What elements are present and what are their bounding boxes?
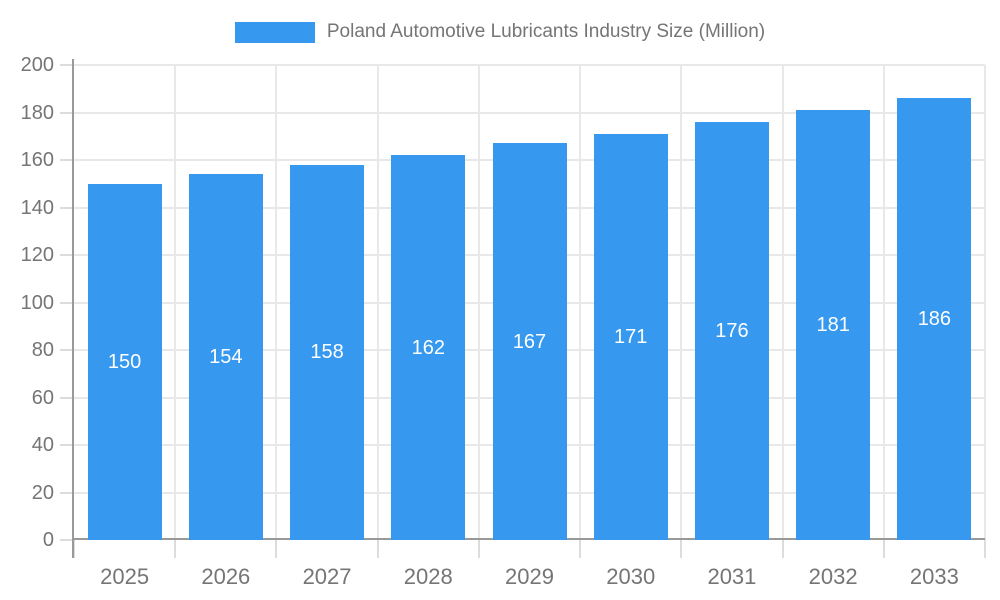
x-category-label-2025: 2025: [100, 564, 150, 589]
bar-value-label-2027: 158: [310, 341, 344, 364]
x-tick-7: [781, 540, 784, 558]
bar-value-label-2026: 154: [209, 346, 243, 369]
x-category-label-2029: 2029: [505, 564, 554, 589]
y-tick-label-140: 140: [20, 196, 54, 219]
bar-2033: [897, 98, 972, 540]
legend-label: Poland Automotive Lubricants Industry Si…: [326, 21, 766, 42]
legend-swatch: [234, 21, 315, 43]
y-tick-200: [60, 64, 74, 66]
y-tick-label-0: 0: [42, 529, 54, 551]
v-gridline-2: [275, 65, 278, 540]
x-category-label-2031: 2031: [707, 564, 757, 589]
y-tick-140: [60, 206, 74, 209]
x-tick-9: [984, 540, 986, 558]
x-category-label-2033: 2033: [909, 564, 959, 589]
x-category-label-2032: 2032: [808, 564, 858, 589]
x-tick-3: [376, 540, 379, 558]
y-tick-100: [60, 301, 74, 304]
y-tick-60: [60, 396, 74, 399]
y-axis-line: [72, 59, 74, 558]
v-gridline-9: [984, 65, 986, 540]
v-gridline-1: [174, 65, 177, 540]
x-tick-5: [579, 540, 582, 558]
v-gridline-8: [882, 65, 885, 540]
bar-2031: [694, 122, 769, 540]
bar-2030: [593, 133, 668, 540]
x-category-label-2030: 2030: [606, 564, 656, 589]
h-gridline-200: [74, 64, 985, 66]
y-tick-label-180: 180: [20, 101, 54, 124]
y-tick-label-160: 160: [20, 149, 54, 171]
v-gridline-4: [477, 65, 480, 540]
bar-value-label-2033: 186: [917, 308, 952, 331]
y-tick-80: [60, 349, 74, 351]
bar-2029: [492, 143, 567, 540]
bar-value-label-2025: 150: [107, 350, 142, 373]
y-tick-label-40: 40: [31, 434, 54, 456]
y-tick-label-100: 100: [20, 291, 54, 314]
v-gridline-3: [376, 65, 379, 540]
bar-2032: [796, 110, 871, 540]
y-tick-120: [60, 254, 74, 256]
y-tick-40: [60, 444, 74, 446]
y-tick-label-60: 60: [31, 386, 54, 409]
plot-area: 0 20 40 60 80 100 120 140 160 180 200 150 2025 154 202…: [21, 54, 986, 589]
bar-value-label-2032: 181: [816, 314, 850, 337]
y-tick-160: [60, 159, 74, 161]
x-category-label-2027: 2027: [302, 564, 352, 589]
bar-2028: [391, 155, 466, 540]
y-tick-0: [60, 539, 74, 541]
y-tick-180: [60, 111, 74, 114]
bar-2025: [87, 183, 162, 540]
y-tick-label-120: 120: [20, 244, 54, 266]
bar-value-label-2029: 167: [512, 330, 547, 353]
x-tick-8: [882, 540, 885, 558]
x-tick-1: [174, 540, 177, 558]
y-tick-20: [60, 491, 74, 494]
bar-2026: [188, 174, 263, 540]
x-tick-6: [680, 540, 683, 558]
y-tick-label-200: 200: [20, 54, 54, 76]
y-tick-label-20: 20: [31, 481, 54, 504]
chart-legend[interactable]: Poland Automotive Lubricants Industry Si…: [0, 20, 1000, 44]
bar-value-label-2031: 176: [715, 320, 749, 342]
bar-2027: [290, 164, 365, 540]
v-gridline-7: [781, 65, 784, 540]
v-gridline-6: [680, 65, 683, 540]
x-tick-0: [73, 540, 75, 558]
y-tick-label-80: 80: [31, 339, 54, 361]
bar-value-label-2030: 171: [614, 325, 648, 348]
h-gridline-180: [74, 111, 985, 114]
x-tick-4: [477, 540, 480, 558]
x-category-label-2026: 2026: [201, 564, 251, 589]
v-gridline-5: [579, 65, 582, 540]
bar-value-label-2028: 162: [411, 336, 445, 359]
x-category-label-2028: 2028: [403, 564, 453, 589]
x-tick-2: [275, 540, 278, 558]
